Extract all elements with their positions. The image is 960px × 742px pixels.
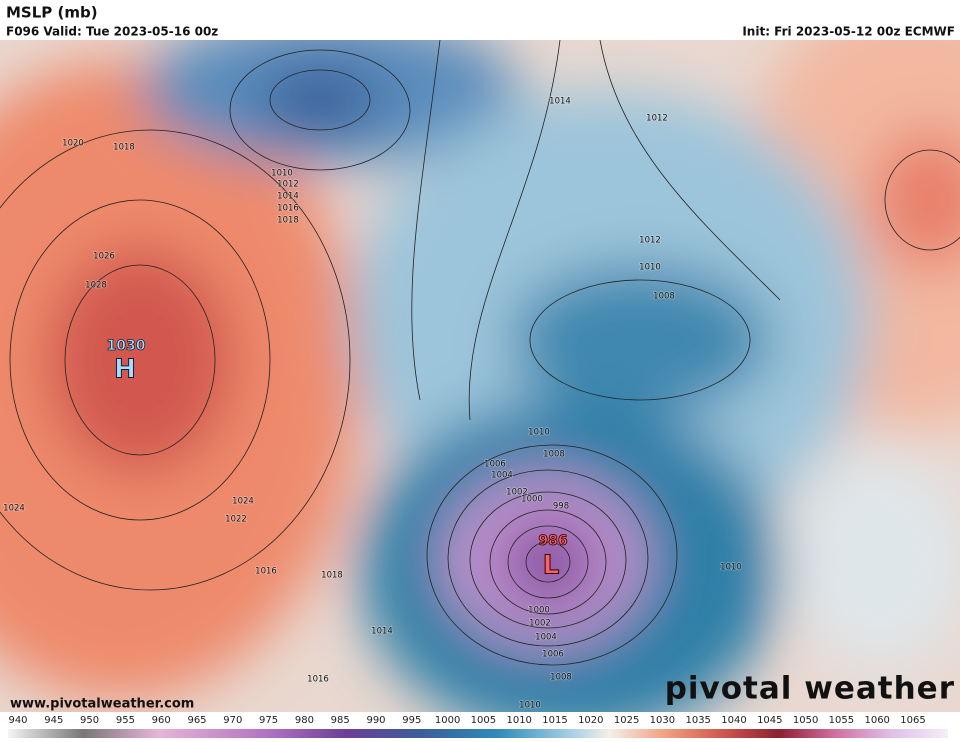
colorbar-tick-label: 1030: [650, 715, 675, 726]
isobar-label: 1020: [62, 139, 84, 149]
colorbar-tick-label: 1005: [471, 715, 496, 726]
isobar-labels: 1020 1018 1010 1012 1014 1016 1018 1026 …: [2, 96, 742, 712]
isobar-label: 1004: [491, 471, 513, 481]
logo: pivotal weather: [665, 671, 955, 707]
isobar-label: 1002: [506, 488, 528, 498]
colorbar: [8, 729, 948, 738]
colorbar-tick-label: 970: [223, 715, 242, 726]
isobar-label: 1018: [277, 216, 299, 226]
isobar-label: 1016: [255, 567, 277, 577]
isobar-label: 1016: [307, 675, 329, 685]
colorbar-tick-label: 945: [44, 715, 63, 726]
colorbar-tick-label: 1065: [900, 715, 925, 726]
isobar-label: 1006: [542, 650, 564, 660]
isobar-label: 1014: [371, 627, 393, 637]
low-pressure-marker: L: [543, 551, 560, 581]
isobar-label: 1026: [93, 252, 115, 262]
isobar-label: 1008: [543, 450, 565, 460]
colorbar-tick-label: 1000: [435, 715, 460, 726]
isobar-label: 1008: [653, 292, 675, 302]
isobar-label: 1010: [720, 563, 742, 573]
high-pressure-value: 1030: [107, 338, 146, 354]
isobar-label: 1028: [85, 281, 107, 291]
isobar-label: 1000: [528, 606, 550, 616]
isobar-label: 1012: [277, 180, 299, 190]
isobar-label: 1018: [113, 143, 135, 153]
colorbar-tick-label: 1020: [578, 715, 603, 726]
colorbar-tick-label: 1040: [721, 715, 746, 726]
isobar-label: 1010: [519, 701, 541, 711]
isobar-label: 998: [553, 502, 569, 512]
isobar-label: 1010: [271, 169, 293, 179]
isobar-label: 1024: [3, 504, 25, 514]
isobar-label: 1016: [277, 204, 299, 214]
website: www.pivotalweather.com: [10, 697, 194, 712]
isobars: [0, 40, 960, 666]
colorbar-tick-label: 955: [116, 715, 135, 726]
isobar-label: 1000: [521, 495, 543, 505]
isobar-label: 1002: [529, 619, 551, 629]
isobar-label: 1014: [277, 192, 299, 202]
colorbar-tick-label: 1050: [793, 715, 818, 726]
isobar-label: 1022: [225, 515, 247, 525]
low-pressure-value: 986: [538, 533, 567, 549]
colorbar-tick-label: 1025: [614, 715, 639, 726]
title: MSLP (mb): [6, 4, 98, 22]
colorbar-tick-label: 1015: [542, 715, 567, 726]
isobar-label: 1014: [549, 97, 571, 107]
isobar-label: 1004: [535, 633, 557, 643]
colorbar-tick-label: 1035: [685, 715, 710, 726]
valid-time: F096 Valid: Tue 2023-05-16 00z: [6, 25, 218, 39]
isobar-label: 1010: [528, 428, 550, 438]
init-time: Init: Fri 2023-05-12 00z ECMWF: [742, 25, 955, 39]
isobar-label: 1012: [639, 236, 661, 246]
colorbar-tick-label: 980: [295, 715, 314, 726]
colorbar-tick-label: 985: [331, 715, 350, 726]
colorbar-tick-label: 960: [152, 715, 171, 726]
high-pressure-marker: H: [114, 355, 136, 385]
colorbar-tick-label: 975: [259, 715, 278, 726]
colorbar-tick-label: 995: [402, 715, 421, 726]
isobar-label: 1024: [232, 497, 254, 507]
colorbar-tick-label: 950: [80, 715, 99, 726]
isobar-label: 1010: [639, 263, 661, 273]
colorbar-tick-label: 1055: [829, 715, 854, 726]
isobar-label: 1006: [484, 460, 506, 470]
isobar-label: 1018: [321, 571, 343, 581]
colorbar-tick-label: 1010: [506, 715, 531, 726]
colorbar-tick-label: 940: [8, 715, 27, 726]
colorbar-tick-label: 965: [187, 715, 206, 726]
isobar-label: 1012: [646, 114, 668, 124]
colorbar-tick-label: 1045: [757, 715, 782, 726]
colorbar-tick-label: 990: [366, 715, 385, 726]
isobar-label: 1008: [550, 673, 572, 683]
colorbar-tick-label: 1060: [864, 715, 889, 726]
colorbar-ticks: 940 945 950 955 960 965 970 975 980 985 990 995 1000…: [8, 715, 925, 726]
